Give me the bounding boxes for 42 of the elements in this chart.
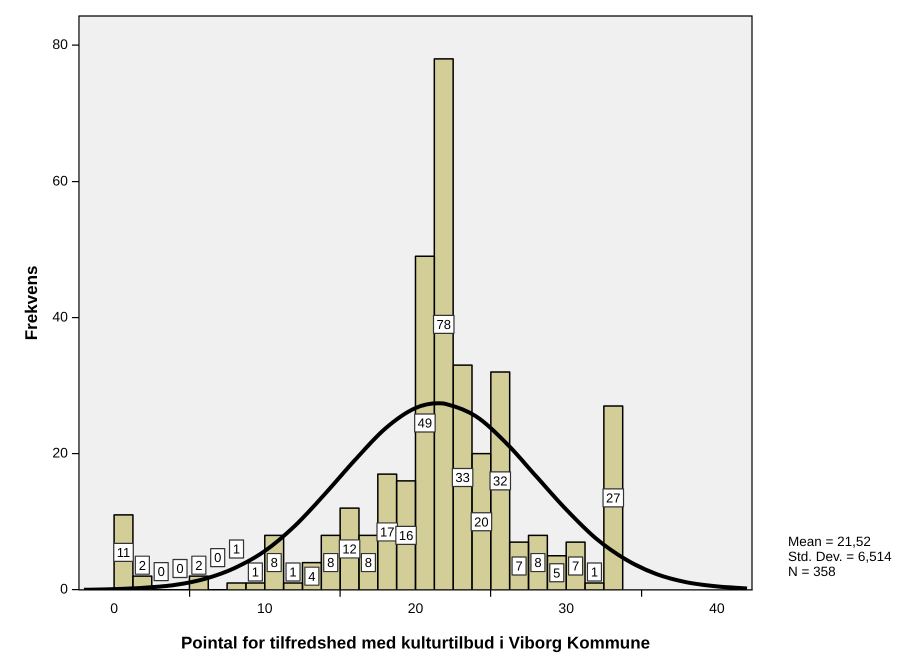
data-label: 17: [380, 524, 394, 540]
data-label: 1: [252, 564, 259, 580]
data-label: 33: [455, 470, 470, 486]
data-label: 1: [289, 564, 297, 580]
y-tick-label: 40: [52, 308, 68, 324]
data-label: 7: [515, 558, 523, 574]
x-tick-label: 0: [110, 600, 118, 616]
text: N = 358: [788, 564, 837, 579]
x-tick-label: 40: [709, 600, 725, 616]
y-axis-title: Frekvens: [22, 266, 41, 340]
data-label: 0: [158, 564, 165, 580]
data-label: 7: [572, 558, 580, 574]
data-label: 1: [232, 542, 240, 557]
data-label: 1: [590, 564, 598, 580]
data-label: 2: [138, 558, 146, 573]
x-tick-label: 20: [408, 600, 424, 616]
y-tick-label: 0: [60, 580, 68, 597]
data-label: 16: [398, 528, 414, 543]
data-label: 12: [342, 542, 357, 557]
data-label: 20: [474, 514, 489, 530]
data-label: 49: [418, 416, 432, 431]
y-tick-label: 60: [52, 172, 68, 188]
data-label: 0: [176, 561, 184, 576]
y-tick-label: 20: [52, 444, 68, 461]
data-label: 11: [116, 544, 130, 560]
text: Std. Dev. = 6,514: [788, 549, 892, 564]
data-label: 8: [270, 555, 278, 570]
data-label: 8: [364, 555, 372, 570]
x-tick-label: 30: [558, 600, 574, 616]
data-label: 8: [534, 555, 542, 570]
data-label: 4: [308, 568, 316, 584]
x-axis-title: Pointal for tilfredshed med kulturtilbud i Viborg Kommune: [180, 633, 650, 652]
data-label: 78: [436, 316, 451, 332]
data-label: 0: [214, 550, 222, 566]
data-label: 8: [327, 555, 334, 570]
text: Mean = 21,52: [788, 534, 872, 549]
data-label: 32: [493, 473, 508, 488]
data-label: 5: [553, 565, 560, 580]
y-tick-label: 80: [52, 36, 68, 52]
data-label: 2: [195, 558, 202, 573]
x-tick-label: 10: [256, 600, 273, 616]
data-label: 27: [606, 490, 621, 506]
